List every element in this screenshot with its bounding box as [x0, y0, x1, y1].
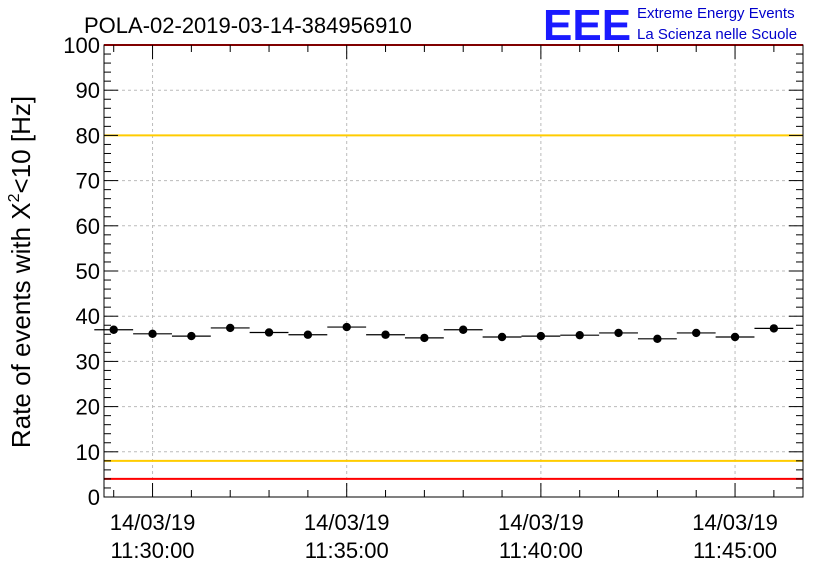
data-point: [226, 323, 235, 333]
logo-line-2: La Scienza nelle Scuole: [637, 26, 797, 43]
threshold-lines: [104, 44, 803, 480]
x-tick-label: 11:45:00: [693, 538, 777, 563]
x-tick-label: 11:35:00: [305, 538, 389, 563]
y-tick-label: 0: [88, 485, 100, 510]
x-tick-date: 14/03/19: [498, 510, 584, 535]
x-tick-date: 14/03/19: [304, 510, 390, 535]
y-axis-label-main: Rate of events with X: [6, 202, 36, 448]
y-tick-label: 100: [63, 33, 100, 58]
y-axis-label-sup: 2: [6, 193, 23, 202]
grid: [104, 45, 803, 497]
logo-letters: EEE: [543, 1, 631, 50]
data-point: [575, 330, 584, 340]
x-tick-date: 14/03/19: [692, 510, 778, 535]
data-points: [94, 322, 794, 343]
data-point: [769, 324, 779, 333]
y-tick-label: 20: [76, 395, 100, 420]
chart-title: POLA-02-2019-03-14-384956910: [84, 13, 412, 38]
eee-logo: EEE Extreme Energy Events La Scienza nel…: [543, 1, 797, 50]
data-point: [536, 331, 546, 341]
data-point: [730, 332, 740, 342]
y-tick-label: 30: [76, 349, 100, 374]
x-tick-date: 14/03/19: [110, 510, 196, 535]
data-point: [264, 328, 274, 337]
y-tick-label: 50: [76, 259, 100, 284]
data-point: [420, 333, 429, 343]
x-tick-label: 11:40:00: [499, 538, 583, 563]
y-tick-label: 40: [76, 304, 100, 329]
logo-line-1: Extreme Energy Events: [637, 5, 795, 22]
data-point: [381, 330, 390, 339]
y-axis-label: Rate of events with X2<10 [Hz]: [6, 96, 36, 448]
y-tick-label: 60: [76, 214, 100, 239]
data-point: [459, 325, 468, 334]
x-axis: 14/03/19 11:30:00 14/03/19 11:35:00 14/03/19…: [110, 45, 778, 563]
y-tick-label: 10: [76, 440, 100, 465]
data-point: [497, 332, 507, 342]
y-tick-label: 90: [76, 78, 100, 103]
data-point: [342, 322, 351, 332]
data-point: [187, 331, 196, 341]
data-point: [148, 329, 157, 339]
data-point: [109, 325, 118, 334]
y-tick-label: 70: [76, 169, 100, 194]
y-axis-label-tail: <10 [Hz]: [6, 96, 36, 194]
y-axis: 0 10 20 30 40 50 60 70 80 90 100: [63, 33, 803, 510]
y-tick-label: 80: [76, 123, 100, 148]
data-point: [303, 330, 313, 339]
x-tick-label: 11:30:00: [111, 538, 195, 563]
data-point: [692, 328, 701, 338]
data-point: [614, 328, 623, 338]
plot-frame: [103, 44, 804, 498]
data-point: [653, 334, 662, 343]
